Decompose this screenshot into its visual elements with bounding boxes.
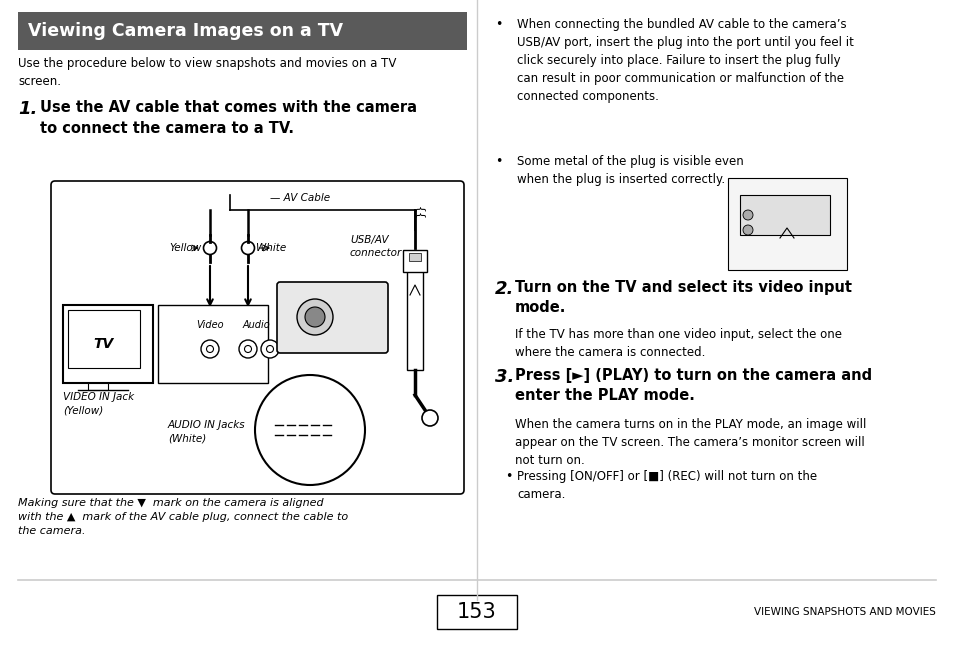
- Circle shape: [296, 299, 333, 335]
- Bar: [436, 595, 517, 629]
- Text: Pressing [ON/OFF] or [■] (REC) will not turn on the
camera.: Pressing [ON/OFF] or [■] (REC) will not …: [517, 470, 817, 501]
- Text: When the camera turns on in the PLAY mode, an image will
appear on the TV screen: When the camera turns on in the PLAY mod…: [515, 418, 865, 467]
- Text: 153: 153: [456, 602, 497, 622]
- Text: •: •: [504, 470, 512, 483]
- Text: Yellow: Yellow: [170, 243, 202, 253]
- Circle shape: [244, 346, 252, 353]
- Text: Video: Video: [196, 320, 224, 330]
- Text: — AV Cable: — AV Cable: [270, 193, 330, 203]
- Circle shape: [742, 210, 752, 220]
- Bar: [409, 253, 420, 261]
- Text: USB/AV
connector: USB/AV connector: [350, 235, 402, 258]
- Text: 3.: 3.: [495, 368, 514, 386]
- Bar: [402, 250, 427, 272]
- Text: Use the AV cable that comes with the camera
to connect the camera to a TV.: Use the AV cable that comes with the cam…: [40, 100, 416, 136]
- Bar: [158, 305, 268, 383]
- Circle shape: [421, 410, 437, 426]
- Text: Press [►] (PLAY) to turn on the camera and
enter the PLAY mode.: Press [►] (PLAY) to turn on the camera a…: [515, 368, 871, 403]
- Text: •: •: [495, 18, 502, 31]
- Circle shape: [239, 340, 256, 358]
- Bar: [407, 270, 422, 370]
- Circle shape: [201, 340, 219, 358]
- Text: VIDEO IN Jack
(Yellow): VIDEO IN Jack (Yellow): [63, 392, 134, 415]
- Text: AUDIO IN Jacks
(White): AUDIO IN Jacks (White): [168, 420, 245, 443]
- Text: Turn on the TV and select its video input
mode.: Turn on the TV and select its video inpu…: [515, 280, 851, 315]
- Bar: [63, 305, 152, 383]
- FancyBboxPatch shape: [51, 181, 463, 494]
- Text: Some metal of the plug is visible even
when the plug is inserted correctly.: Some metal of the plug is visible even w…: [517, 155, 743, 186]
- Text: Audio: Audio: [242, 320, 270, 330]
- Text: Viewing Camera Images on a TV: Viewing Camera Images on a TV: [28, 22, 343, 40]
- FancyBboxPatch shape: [18, 12, 467, 50]
- Text: White: White: [255, 243, 286, 253]
- Text: TV: TV: [92, 337, 113, 351]
- Circle shape: [261, 340, 278, 358]
- Circle shape: [254, 375, 365, 485]
- Circle shape: [206, 346, 213, 353]
- Text: VIEWING SNAPSHOTS AND MOVIES: VIEWING SNAPSHOTS AND MOVIES: [753, 607, 935, 617]
- Text: }}: }}: [415, 203, 424, 217]
- Text: If the TV has more than one video input, select the one
where the camera is conn: If the TV has more than one video input,…: [515, 328, 841, 359]
- Bar: [88, 383, 108, 390]
- Text: •: •: [495, 155, 502, 168]
- FancyBboxPatch shape: [276, 282, 388, 353]
- Circle shape: [241, 242, 254, 255]
- FancyBboxPatch shape: [727, 178, 846, 270]
- Circle shape: [742, 225, 752, 235]
- Circle shape: [305, 307, 325, 327]
- Bar: [68, 310, 140, 368]
- Text: Making sure that the ▼  mark on the camera is aligned
with the ▲  mark of the AV: Making sure that the ▼ mark on the camer…: [18, 498, 348, 536]
- Circle shape: [266, 346, 274, 353]
- Text: Use the procedure below to view snapshots and movies on a TV
screen.: Use the procedure below to view snapshot…: [18, 57, 395, 88]
- Circle shape: [203, 242, 216, 255]
- Bar: [740, 195, 829, 235]
- Text: When connecting the bundled AV cable to the camera’s
USB/AV port, insert the plu: When connecting the bundled AV cable to …: [517, 18, 853, 103]
- Text: 2.: 2.: [495, 280, 514, 298]
- Text: 1.: 1.: [18, 100, 37, 118]
